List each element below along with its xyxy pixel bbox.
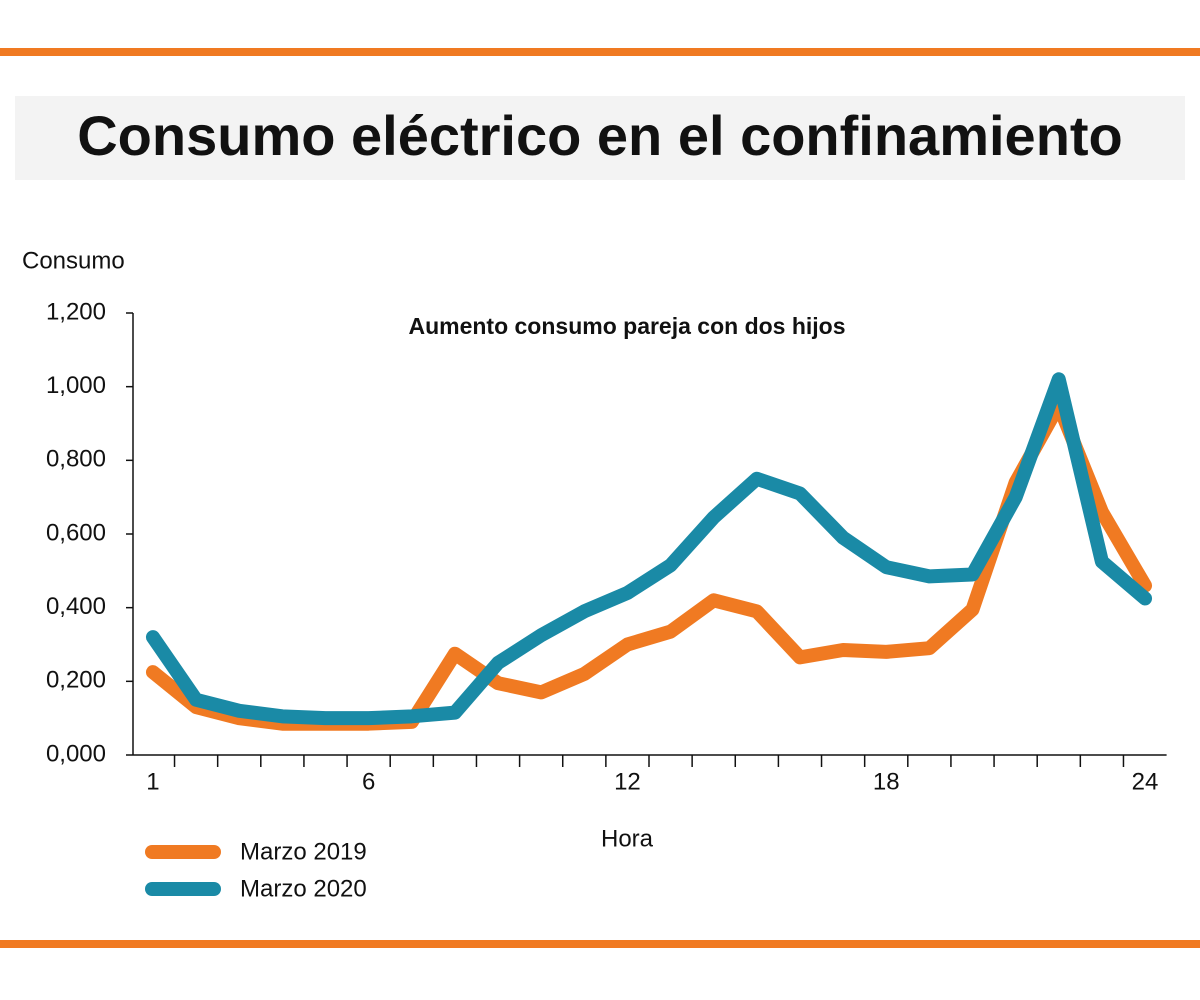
x-tick-label: 1 <box>146 768 159 795</box>
x-axis-label: Hora <box>601 825 654 852</box>
x-tick-label: 24 <box>1132 768 1159 795</box>
y-tick-label: 0,600 <box>46 519 106 546</box>
y-axis-label: Consumo <box>22 247 125 274</box>
title-band <box>15 96 1185 180</box>
chart-title: Consumo eléctrico en el confinamiento <box>77 104 1123 167</box>
x-tick-label: 12 <box>614 768 641 795</box>
legend-label: Marzo 2019 <box>240 838 367 865</box>
y-tick-label: 0,200 <box>46 667 106 694</box>
y-tick-label: 1,000 <box>46 372 106 399</box>
bottom-rule <box>0 940 1200 948</box>
series-line <box>145 372 1153 726</box>
legend-label: Marzo 2020 <box>240 875 367 902</box>
y-tick-label: 0,000 <box>46 740 106 767</box>
x-tick-label: 6 <box>362 768 375 795</box>
chart-subtitle: Aumento consumo pareja con dos hijos <box>408 313 845 339</box>
y-tick-label: 0,800 <box>46 446 106 473</box>
y-tick-label: 1,200 <box>46 298 106 325</box>
x-tick-label: 18 <box>873 768 900 795</box>
top-rule <box>0 48 1200 56</box>
y-tick-label: 0,400 <box>46 593 106 620</box>
